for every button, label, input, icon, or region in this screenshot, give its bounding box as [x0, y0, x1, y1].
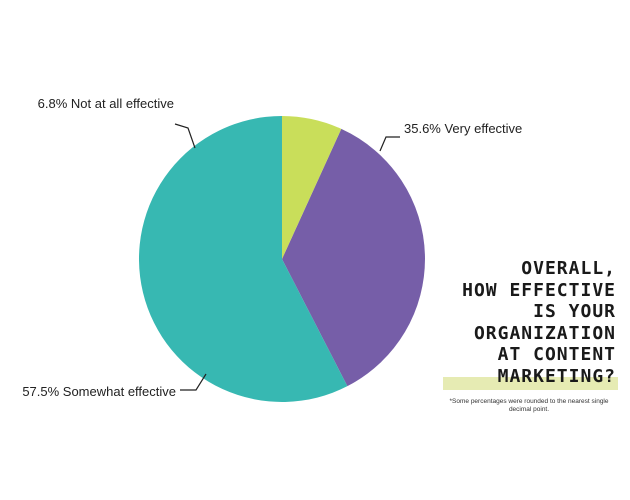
pie-slice-somewhat-effective [138, 116, 348, 403]
title-line: HOW EFFECTIVE [462, 279, 616, 301]
title-highlight [443, 377, 618, 390]
pie-slice-not-at-all-effective [281, 116, 342, 259]
title-line: OVERALL, [521, 258, 616, 279]
title-line: MARKETING? [497, 365, 616, 387]
chart-footnote: *Some percentages were rounded to the ne… [449, 398, 609, 413]
title-line: IS YOUR [533, 301, 616, 322]
slice-label: 6.8% Not at all effective [38, 96, 174, 111]
slice-label: 57.5% Somewhat effective [22, 384, 176, 399]
slice-label: 35.6% Very effective [404, 121, 522, 136]
leader-line [180, 373, 207, 391]
title-line: ORGANIZATION [473, 322, 616, 344]
leader-line [174, 123, 196, 149]
pie-slice-very-effective [282, 128, 425, 387]
chart-title: OVERALL, HOW EFFECTIVE IS YOUR ORGANIZAT… [430, 258, 616, 387]
leader-line [379, 136, 400, 152]
title-line: AT CONTENT [497, 344, 616, 365]
